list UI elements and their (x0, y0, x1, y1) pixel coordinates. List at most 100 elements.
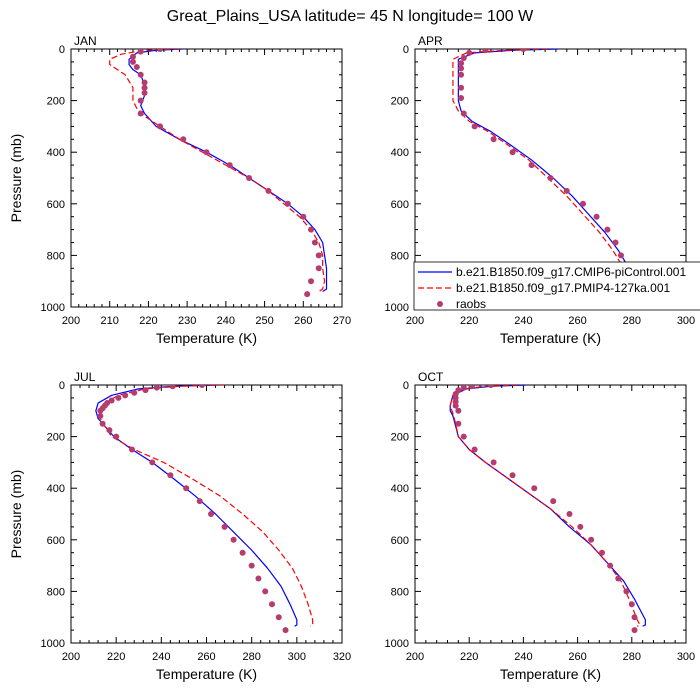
series-pmip4-127ka (452, 49, 636, 291)
raobs-point (612, 239, 619, 246)
y-tick-label: 200 (47, 96, 65, 108)
x-tick-label: 300 (677, 315, 695, 327)
series-group (449, 385, 646, 634)
raobs-point (471, 123, 478, 130)
series-cmip6-picontrol (95, 385, 298, 627)
y-tick-label: 800 (391, 586, 409, 598)
raobs-point (308, 226, 315, 233)
panel-oct: 200 220 240 260 280 300 0 200 400 600 800 1000 OCT Te… (385, 370, 696, 682)
series-pmip4-127ka (109, 49, 326, 293)
raobs-point (137, 97, 144, 104)
x-tick-label: 240 (152, 651, 170, 663)
y-tick-label: 200 (391, 432, 409, 444)
raobs-point (604, 226, 611, 233)
raobs-point (153, 385, 160, 391)
raobs-point (248, 562, 255, 569)
raobs-point (631, 627, 638, 634)
raobs-point (262, 588, 269, 595)
legend-label: b.e21.B1850.f09_g17.CMIP6-piControl.001 (456, 265, 686, 279)
x-tick-label: 250 (255, 315, 273, 327)
x-tick-label: 200 (62, 651, 80, 663)
x-axis-title: Temperature (K) (156, 330, 257, 346)
y-tick-label: 0 (59, 44, 65, 56)
series-cmip6-picontrol (457, 49, 638, 291)
raobs-point (466, 49, 473, 56)
raobs-point (531, 485, 538, 492)
raobs-point (268, 601, 275, 608)
raobs-point (230, 536, 237, 543)
raobs-point (167, 472, 174, 479)
raobs-point (490, 136, 497, 143)
x-tick-label: 200 (406, 315, 424, 327)
raobs-point (246, 175, 253, 181)
raobs-point (183, 485, 190, 492)
series-cmip6-picontrol (449, 385, 646, 627)
raobs-point (455, 420, 462, 427)
raobs-point (452, 402, 459, 409)
x-axis-title: Temperature (K) (156, 666, 257, 682)
x-tick-label: 230 (178, 315, 196, 327)
raobs-point (547, 175, 554, 181)
raobs-point (615, 575, 622, 582)
raobs-point (221, 523, 228, 530)
raobs-point (133, 64, 140, 71)
x-tick-label: 280 (623, 315, 641, 327)
series-raobs (129, 49, 322, 298)
panel-label: APR (418, 34, 443, 48)
series-raobs (452, 385, 638, 634)
raobs-point (141, 84, 148, 91)
x-axis-title: Temperature (K) (500, 666, 601, 682)
raobs-point (598, 549, 605, 556)
raobs-point (198, 385, 205, 388)
raobs-point (128, 446, 135, 453)
raobs-point (141, 89, 148, 96)
raobs-point (468, 385, 475, 390)
raobs-point (623, 588, 630, 595)
raobs-point (628, 601, 635, 608)
y-tick-label: 0 (59, 380, 65, 392)
plot-frame (70, 48, 343, 308)
y-tick-label: 800 (47, 250, 65, 262)
x-tick-label: 240 (514, 315, 532, 327)
raobs-point (509, 472, 516, 479)
raobs-point (97, 412, 104, 419)
y-tick-label: 400 (391, 483, 409, 495)
x-tick-label: 270 (333, 315, 351, 327)
figure-title: Great_Plains_USA latitude= 45 N longitud… (167, 8, 534, 25)
x-tick-label: 240 (514, 651, 532, 663)
x-tick-label: 320 (333, 651, 351, 663)
raobs-point (265, 187, 272, 194)
y-tick-label: 1000 (41, 638, 65, 650)
y-tick-label: 600 (47, 535, 65, 547)
raobs-point (563, 187, 570, 194)
y-tick-label: 600 (391, 199, 409, 211)
legend: b.e21.B1850.f09_g17.CMIP6-piControl.001b… (413, 261, 700, 311)
y-tick-label: 200 (47, 432, 65, 444)
x-tick-label: 300 (288, 651, 306, 663)
raobs-point (458, 95, 465, 102)
x-axis-title: Temperature (K) (500, 330, 601, 346)
raobs-point (311, 239, 318, 246)
y-tick-label: 800 (391, 250, 409, 262)
raobs-point (282, 627, 289, 634)
raobs-point (157, 49, 164, 52)
y-tick-label: 0 (403, 44, 409, 56)
raobs-point (203, 149, 210, 156)
panel-label: OCT (418, 370, 444, 384)
x-tick-label: 300 (677, 651, 695, 663)
legend-label: raobs (456, 297, 486, 311)
raobs-point (137, 110, 144, 117)
raobs-point (196, 498, 203, 505)
legend-box (413, 261, 700, 311)
x-tick-label: 280 (242, 651, 260, 663)
raobs-point (304, 291, 311, 298)
raobs-point (113, 433, 120, 440)
y-tick-label: 0 (403, 380, 409, 392)
y-axis-title: Pressure (mb) (8, 134, 24, 223)
panel-apr: 200 220 240 260 280 300 0 200 400 600 800 1000 APR Te… (385, 34, 696, 346)
raobs-point (607, 562, 614, 569)
raobs-point (617, 252, 624, 259)
raobs-point (460, 385, 467, 391)
raobs-point (284, 200, 291, 207)
y-tick-label: 400 (47, 483, 65, 495)
